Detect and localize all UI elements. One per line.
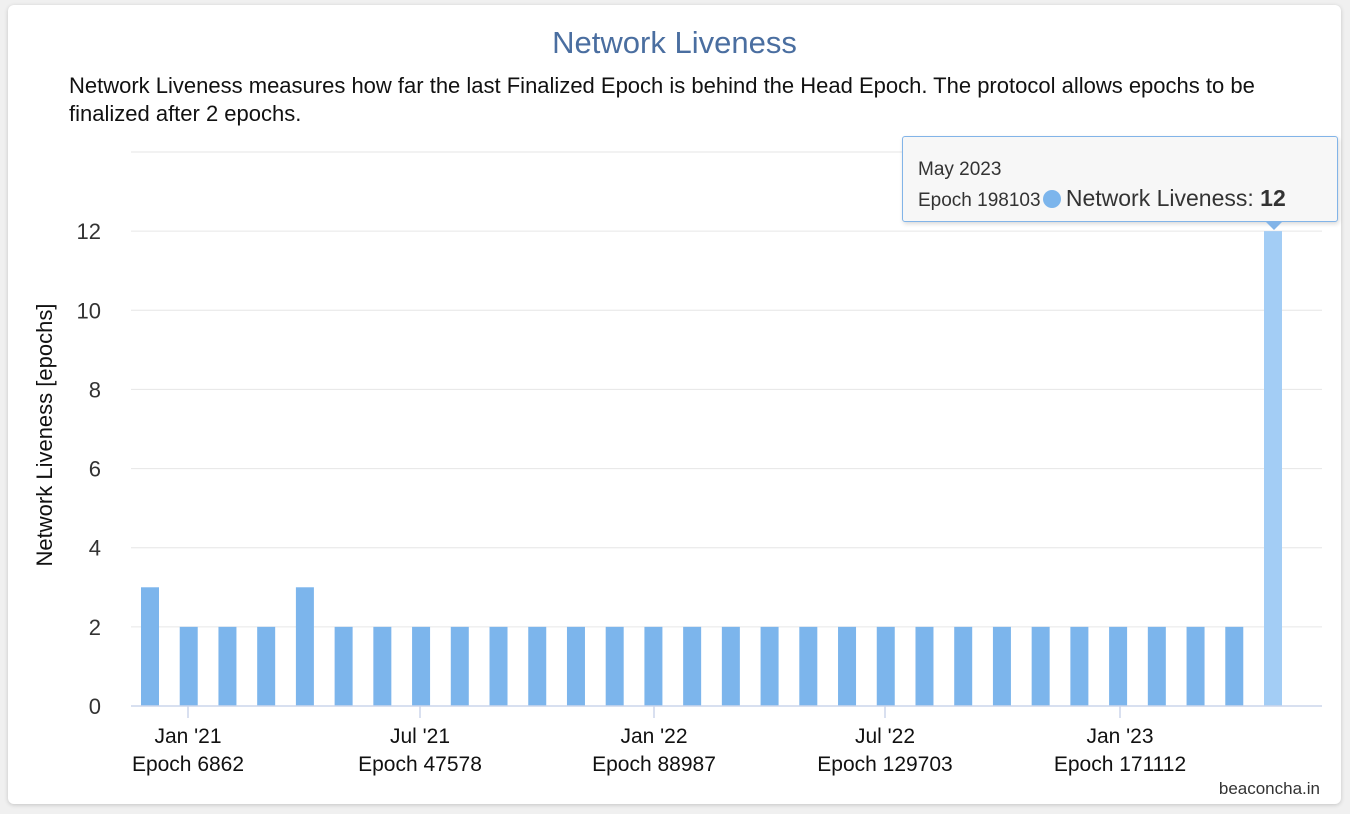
bar[interactable] [605,626,624,706]
y-axis-title: Network Liveness [epochs] [32,304,57,567]
bar[interactable] [489,626,508,706]
bar[interactable] [1070,626,1089,706]
bar[interactable] [412,626,431,706]
bar[interactable] [1264,231,1282,706]
chart-title: Network Liveness [552,25,797,60]
x-tick-date-label: Jan '21 [154,725,221,748]
chart-plot: 0 2 4 6 8 10 12 Network Liveness [epochs] Jan … [32,151,1322,776]
y-tick-label: 10 [77,298,101,323]
bar[interactable] [683,626,702,706]
tooltip-date: May 2023 [918,159,1002,180]
tooltip-epoch: Epoch 198103 [918,190,1041,211]
bar[interactable] [1225,626,1244,706]
bar[interactable] [1031,626,1050,706]
bar[interactable] [450,626,469,706]
grid-lines [131,151,1322,628]
y-tick-label: 2 [89,615,101,640]
bar[interactable] [954,626,973,706]
x-tick-date-label: Jul '21 [390,725,450,748]
x-tick-epoch-label: Epoch 47578 [358,753,482,776]
bar[interactable] [373,626,392,706]
x-tick-date-label: Jan '22 [620,725,687,748]
bar[interactable] [179,626,198,706]
y-tick-label: 6 [89,457,101,482]
x-tick-date-label: Jan '23 [1086,725,1153,748]
tooltip-series-row: Epoch 198103 Network Liveness: 12 [918,185,1286,212]
tooltip-pointer [1265,221,1283,230]
bar[interactable] [1186,626,1205,706]
bar[interactable] [644,626,663,706]
x-tick-epoch-label: Epoch 6862 [132,753,244,776]
x-tick-epoch-label: Epoch 129703 [817,753,952,776]
bar[interactable] [799,626,818,706]
bar[interactable] [334,626,353,706]
bar[interactable] [566,626,585,706]
y-tick-label: 8 [89,377,101,402]
y-tick-label: 0 [89,694,101,719]
bar[interactable] [218,626,237,706]
y-axis-ticks: 0 2 4 6 8 10 12 [77,219,101,719]
x-tick-epoch-label: Epoch 171112 [1054,753,1186,776]
x-tick-date-label: Jul '22 [855,725,915,748]
chart-tooltip: May 2023 Epoch 198103 Network Liveness: … [902,136,1338,230]
bar[interactable] [141,587,159,706]
bar[interactable] [528,626,547,706]
bar[interactable] [838,626,857,706]
bar[interactable] [992,626,1011,706]
bar[interactable] [721,626,740,706]
tooltip-series-name: Network Liveness: [1065,185,1261,211]
bar[interactable] [1147,626,1166,706]
chart-subtitle: Network Liveness measures how far the la… [69,73,1255,126]
bar[interactable] [257,626,276,706]
tooltip-value: 12 [1260,185,1286,211]
bar[interactable] [760,626,779,706]
x-tick-epoch-label: Epoch 88987 [592,753,716,776]
bar[interactable] [915,626,934,706]
y-tick-label: 12 [77,219,101,244]
bar[interactable] [295,587,314,706]
credits-link[interactable]: beaconcha.in [1218,779,1320,798]
bar[interactable] [1109,626,1128,706]
y-tick-label: 4 [89,536,101,561]
series-marker-icon [1042,190,1061,208]
bar[interactable] [876,626,895,706]
x-axis-ticks: Jan '21 Epoch 6862 Jul '21 Epoch 47578 Jan '… [132,706,1186,776]
chart-card: Network Liveness Network Liveness measur… [8,5,1341,804]
bars [141,231,1282,706]
